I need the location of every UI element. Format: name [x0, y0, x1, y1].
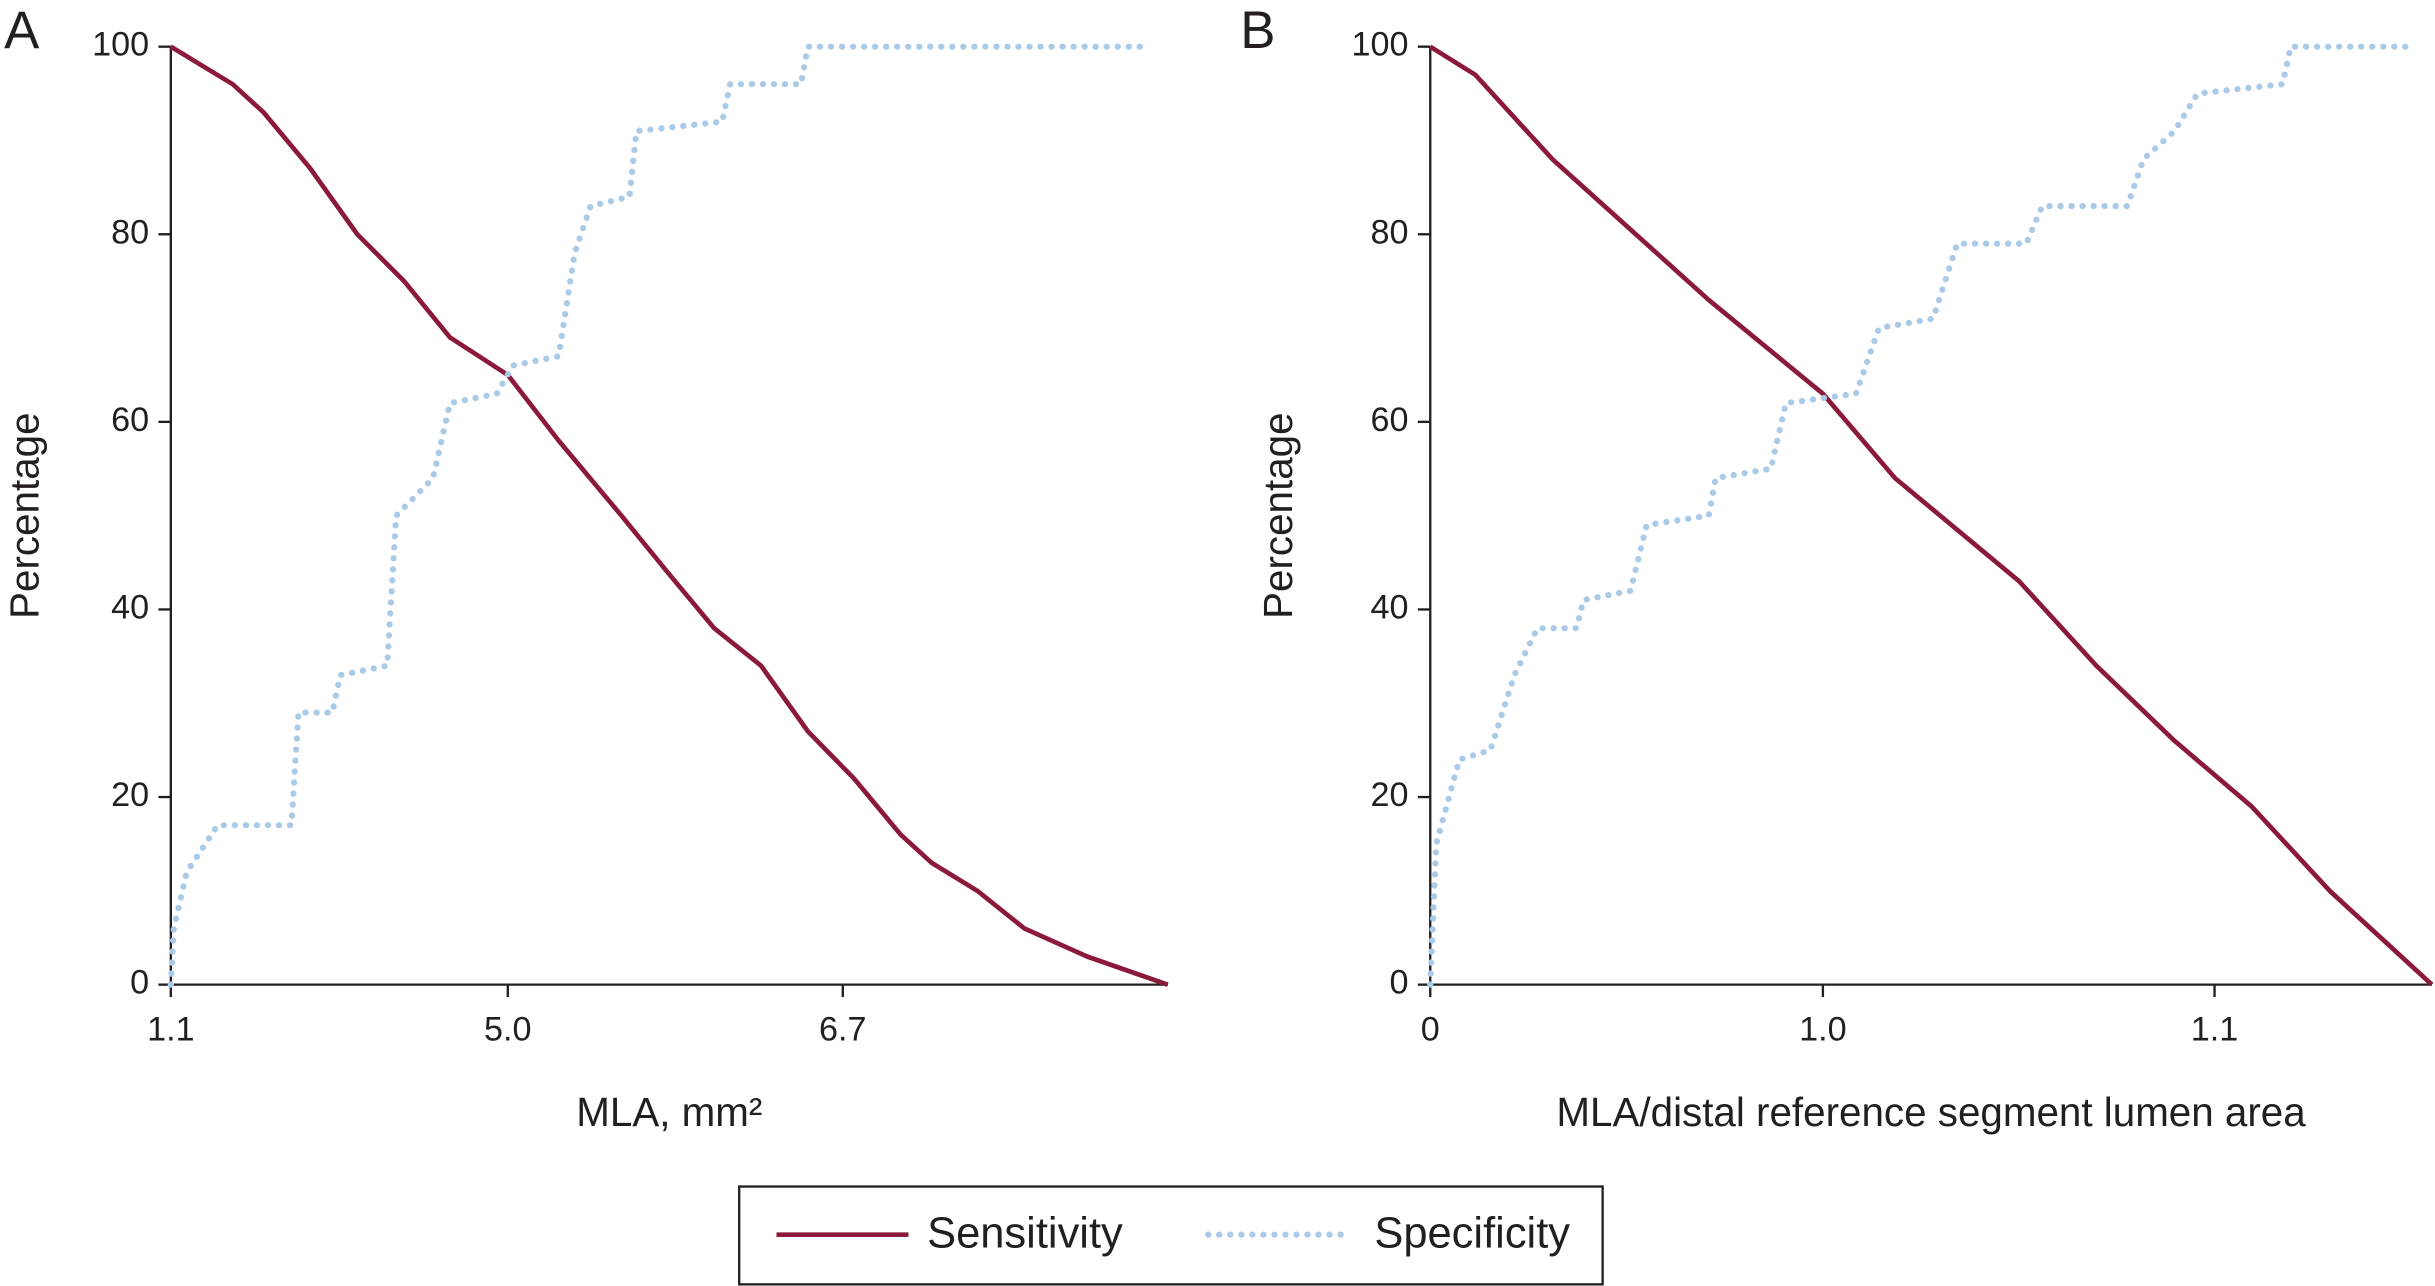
- x-tick-label: 1.1: [2191, 1010, 2238, 1048]
- y-tick-label: 80: [1371, 213, 1409, 251]
- y-tick-label: 20: [111, 776, 149, 814]
- x-tick-label: 1.1: [147, 1010, 194, 1048]
- series-line: [1427, 43, 2418, 988]
- panel-label: B: [1240, 1, 1275, 60]
- legend-label: Sensitivity: [927, 1210, 1123, 1258]
- series-line: [169, 44, 1169, 987]
- y-axis-title: Percentage: [1255, 412, 1301, 618]
- x-tick-label: 0: [1421, 1010, 1440, 1048]
- x-axis-title: MLA, mm²: [576, 1089, 762, 1135]
- y-tick-label: 100: [1352, 26, 1409, 64]
- y-tick-label: 20: [1371, 776, 1409, 814]
- panel-label: A: [4, 1, 40, 60]
- legend-label: Specificity: [1374, 1210, 1570, 1258]
- x-tick-label: 6.7: [819, 1010, 866, 1048]
- y-tick-label: 100: [92, 26, 149, 64]
- x-tick-label: 1.0: [1799, 1010, 1846, 1048]
- x-tick-label: 5.0: [484, 1010, 531, 1048]
- y-tick-label: 0: [1390, 964, 1409, 1002]
- y-tick-label: 40: [111, 588, 149, 626]
- series-line: [1429, 44, 2434, 987]
- legend-box: [738, 1185, 1604, 1286]
- x-axis-title: MLA/distal reference segment lumen area: [1556, 1089, 2306, 1135]
- y-tick-label: 60: [1371, 401, 1409, 439]
- y-tick-label: 80: [111, 213, 149, 251]
- y-tick-label: 60: [111, 401, 149, 439]
- y-axis-title: Percentage: [2, 412, 48, 618]
- y-tick-label: 0: [130, 964, 149, 1002]
- y-tick-label: 40: [1371, 588, 1409, 626]
- series-line: [167, 43, 1145, 988]
